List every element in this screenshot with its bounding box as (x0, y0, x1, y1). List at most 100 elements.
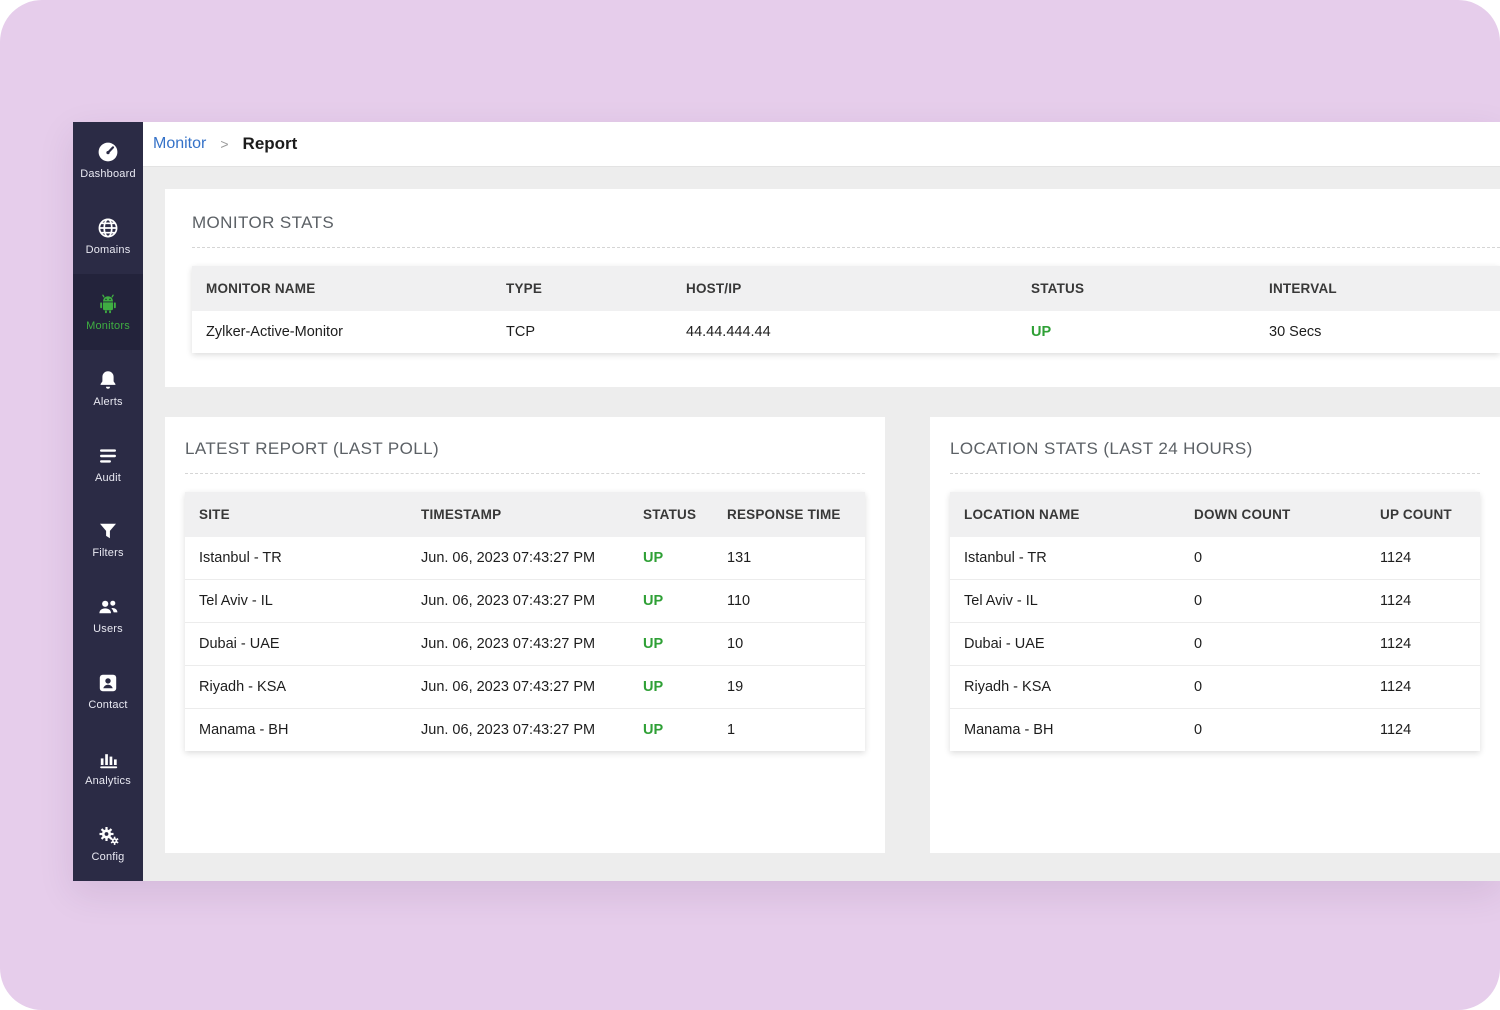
latest-report-card: LATEST REPORT (LAST POLL) SITE TIMESTAMP… (165, 417, 885, 853)
table-row: Dubai - UAE 0 1124 (950, 622, 1480, 666)
cell-site: Manama - BH (199, 722, 289, 738)
column-header-response-time: RESPONSE TIME (713, 492, 865, 537)
sidebar-item-label: Filters (92, 547, 124, 560)
sidebar-item-label: Monitors (86, 319, 130, 332)
cell-down-count: 0 (1180, 579, 1366, 623)
column-header-status: STATUS (1017, 266, 1255, 311)
breadcrumb: Monitor > Report (143, 122, 1500, 167)
column-header-interval: INTERVAL (1255, 266, 1500, 311)
sidebar-item-analytics[interactable]: Analytics (73, 729, 143, 805)
cell-response-time: 131 (713, 537, 865, 580)
cell-interval: 30 Secs (1269, 324, 1322, 340)
column-header-site: SITE (185, 492, 407, 537)
cell-up-count: 1124 (1380, 722, 1412, 738)
cell-down-count: 0 (1180, 622, 1366, 666)
table-header-row: SITE TIMESTAMP STATUS RESPONSE TIME (185, 492, 865, 537)
gauge-icon (96, 140, 120, 164)
location-stats-card: LOCATION STATS (LAST 24 HOURS) LOCATION … (930, 417, 1500, 853)
table-row: Dubai - UAE Jun. 06, 2023 07:43:27 PM UP… (185, 622, 865, 666)
cell-host-ip: 44.44.444.44 (686, 324, 771, 340)
location-stats-table: LOCATION NAME DOWN COUNT UP COUNT Istanb… (950, 492, 1480, 751)
cell-response-time: 110 (713, 579, 865, 623)
column-header-host-ip: HOST/IP (672, 266, 1017, 311)
sidebar-item-dashboard[interactable]: Dashboard (73, 122, 143, 198)
sidebar-item-label: Config (91, 851, 125, 864)
table-row: Manama - BH 0 1124 (950, 709, 1480, 752)
cell-status: UP (643, 722, 664, 738)
latest-report-table: SITE TIMESTAMP STATUS RESPONSE TIME Ista… (185, 492, 865, 751)
cell-status: UP (629, 622, 713, 666)
sidebar-item-alerts[interactable]: Alerts (73, 350, 143, 426)
cell-up-count: 1124 (1366, 622, 1480, 666)
cell-status: UP (629, 537, 713, 580)
cell-type: TCP (506, 324, 535, 340)
table-row: Istanbul - TR Jun. 06, 2023 07:43:27 PM … (185, 537, 865, 580)
sidebar-item-label: Audit (94, 471, 122, 484)
cell-up-count: 1124 (1366, 665, 1480, 709)
column-header-type: TYPE (492, 266, 672, 311)
globe-icon (96, 216, 120, 240)
sidebar-item-domains[interactable]: Domains (73, 198, 143, 274)
table-row: Manama - BH Jun. 06, 2023 07:43:27 PM UP… (185, 709, 865, 752)
column-header-up-count: UP COUNT (1366, 492, 1480, 537)
contact-card-icon (96, 671, 120, 695)
sidebar: Dashboard Domains Monitors Alerts (73, 122, 143, 881)
column-header-location-name: LOCATION NAME (950, 492, 1180, 537)
column-header-monitor-name: MONITOR NAME (192, 266, 492, 311)
sidebar-item-contact[interactable]: Contact (73, 653, 143, 729)
cell-location-name: Dubai - UAE (950, 622, 1180, 666)
table-row: Tel Aviv - IL Jun. 06, 2023 07:43:27 PM … (185, 579, 865, 623)
cell-timestamp: Jun. 06, 2023 07:43:27 PM (407, 579, 629, 623)
table-row: Istanbul - TR 0 1124 (950, 537, 1480, 580)
sidebar-item-label: Analytics (85, 775, 131, 788)
cell-status: UP (1031, 324, 1052, 340)
cell-timestamp: Jun. 06, 2023 07:43:27 PM (421, 722, 596, 738)
breadcrumb-separator: > (220, 136, 229, 152)
sidebar-item-label: Users (93, 623, 123, 636)
table-row: Riyadh - KSA Jun. 06, 2023 07:43:27 PM U… (185, 665, 865, 709)
sidebar-item-monitors[interactable]: Monitors (73, 273, 143, 350)
monitor-stats-card: MONITOR STATS MONITOR NAME TYPE HOST/IP … (165, 189, 1500, 387)
cell-location-name: Istanbul - TR (950, 537, 1180, 580)
bottom-cards-row: LATEST REPORT (LAST POLL) SITE TIMESTAMP… (165, 417, 1500, 853)
bar-chart-icon (96, 747, 120, 771)
cell-monitor-name: Zylker-Active-Monitor (206, 324, 343, 340)
column-header-status: STATUS (629, 492, 713, 537)
table-row: Tel Aviv - IL 0 1124 (950, 579, 1480, 623)
sidebar-item-label: Contact (88, 699, 128, 712)
cell-down-count: 0 (1180, 537, 1366, 580)
sidebar-item-users[interactable]: Users (73, 577, 143, 653)
bell-icon (96, 368, 120, 392)
filter-icon (96, 519, 120, 543)
main-content: MONITOR STATS MONITOR NAME TYPE HOST/IP … (143, 167, 1500, 881)
cell-down-count: 0 (1194, 722, 1203, 738)
cell-response-time: 19 (713, 665, 865, 709)
cell-status: UP (629, 579, 713, 623)
cell-location-name: Manama - BH (964, 722, 1054, 738)
sidebar-item-label: Domains (85, 243, 131, 256)
sidebar-item-filters[interactable]: Filters (73, 502, 143, 578)
sidebar-item-label: Dashboard (80, 167, 136, 180)
breadcrumb-current-page: Report (242, 134, 298, 153)
cell-timestamp: Jun. 06, 2023 07:43:27 PM (407, 622, 629, 666)
cell-status: UP (629, 665, 713, 709)
table-row: Zylker-Active-Monitor TCP 44.44.444.44 U… (192, 311, 1500, 353)
content-area: Monitor > Report MONITOR STATS MONITOR N… (143, 122, 1500, 881)
android-icon (96, 292, 120, 316)
users-icon (96, 595, 120, 619)
cell-site: Dubai - UAE (185, 622, 407, 666)
cell-up-count: 1124 (1366, 537, 1480, 580)
divider (192, 247, 1500, 248)
breadcrumb-monitor-link[interactable]: Monitor (153, 135, 207, 152)
latest-report-title: LATEST REPORT (LAST POLL) (185, 439, 440, 458)
gears-icon (96, 823, 120, 847)
cell-location-name: Riyadh - KSA (950, 665, 1180, 709)
sidebar-item-audit[interactable]: Audit (73, 426, 143, 502)
cell-response-time: 1 (727, 722, 736, 738)
table-header-row: MONITOR NAME TYPE HOST/IP STATUS INTERVA… (192, 266, 1500, 311)
table-header-row: LOCATION NAME DOWN COUNT UP COUNT (950, 492, 1480, 537)
cell-site: Riyadh - KSA (185, 665, 407, 709)
cell-site: Tel Aviv - IL (185, 579, 407, 623)
sidebar-item-config[interactable]: Config (73, 805, 143, 881)
sidebar-item-label: Alerts (93, 395, 123, 408)
